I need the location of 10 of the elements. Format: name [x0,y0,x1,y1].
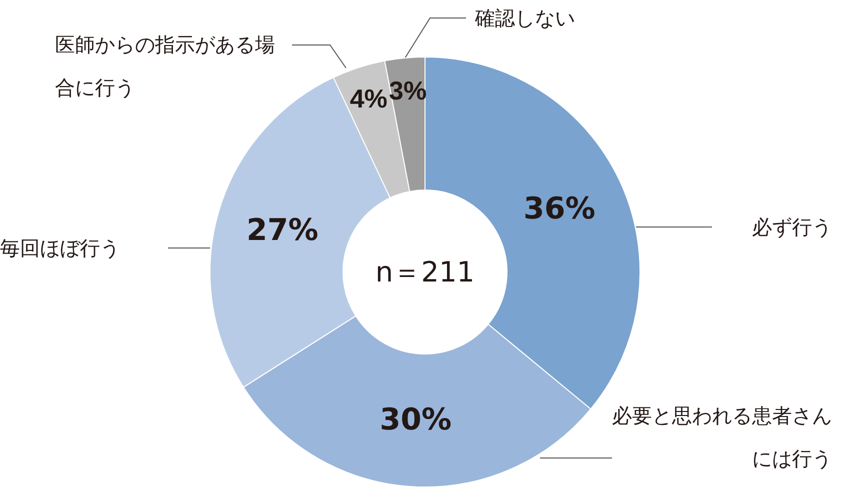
slice-label: 医師からの指示がある場合に行う [55,32,275,100]
slice-label: 毎回ほぼ行う [0,236,120,260]
data-label: 30% [380,402,452,438]
text: n＝211 [375,256,475,288]
slice-label: 必ず行う [752,215,832,239]
data-label: 36% [523,191,596,226]
slice-label: 確認しない [474,6,575,30]
data-label: 27% [246,213,318,248]
data-label: 4% [350,83,388,114]
slice-label: 必要と思われる患者さんには行う [612,404,832,470]
